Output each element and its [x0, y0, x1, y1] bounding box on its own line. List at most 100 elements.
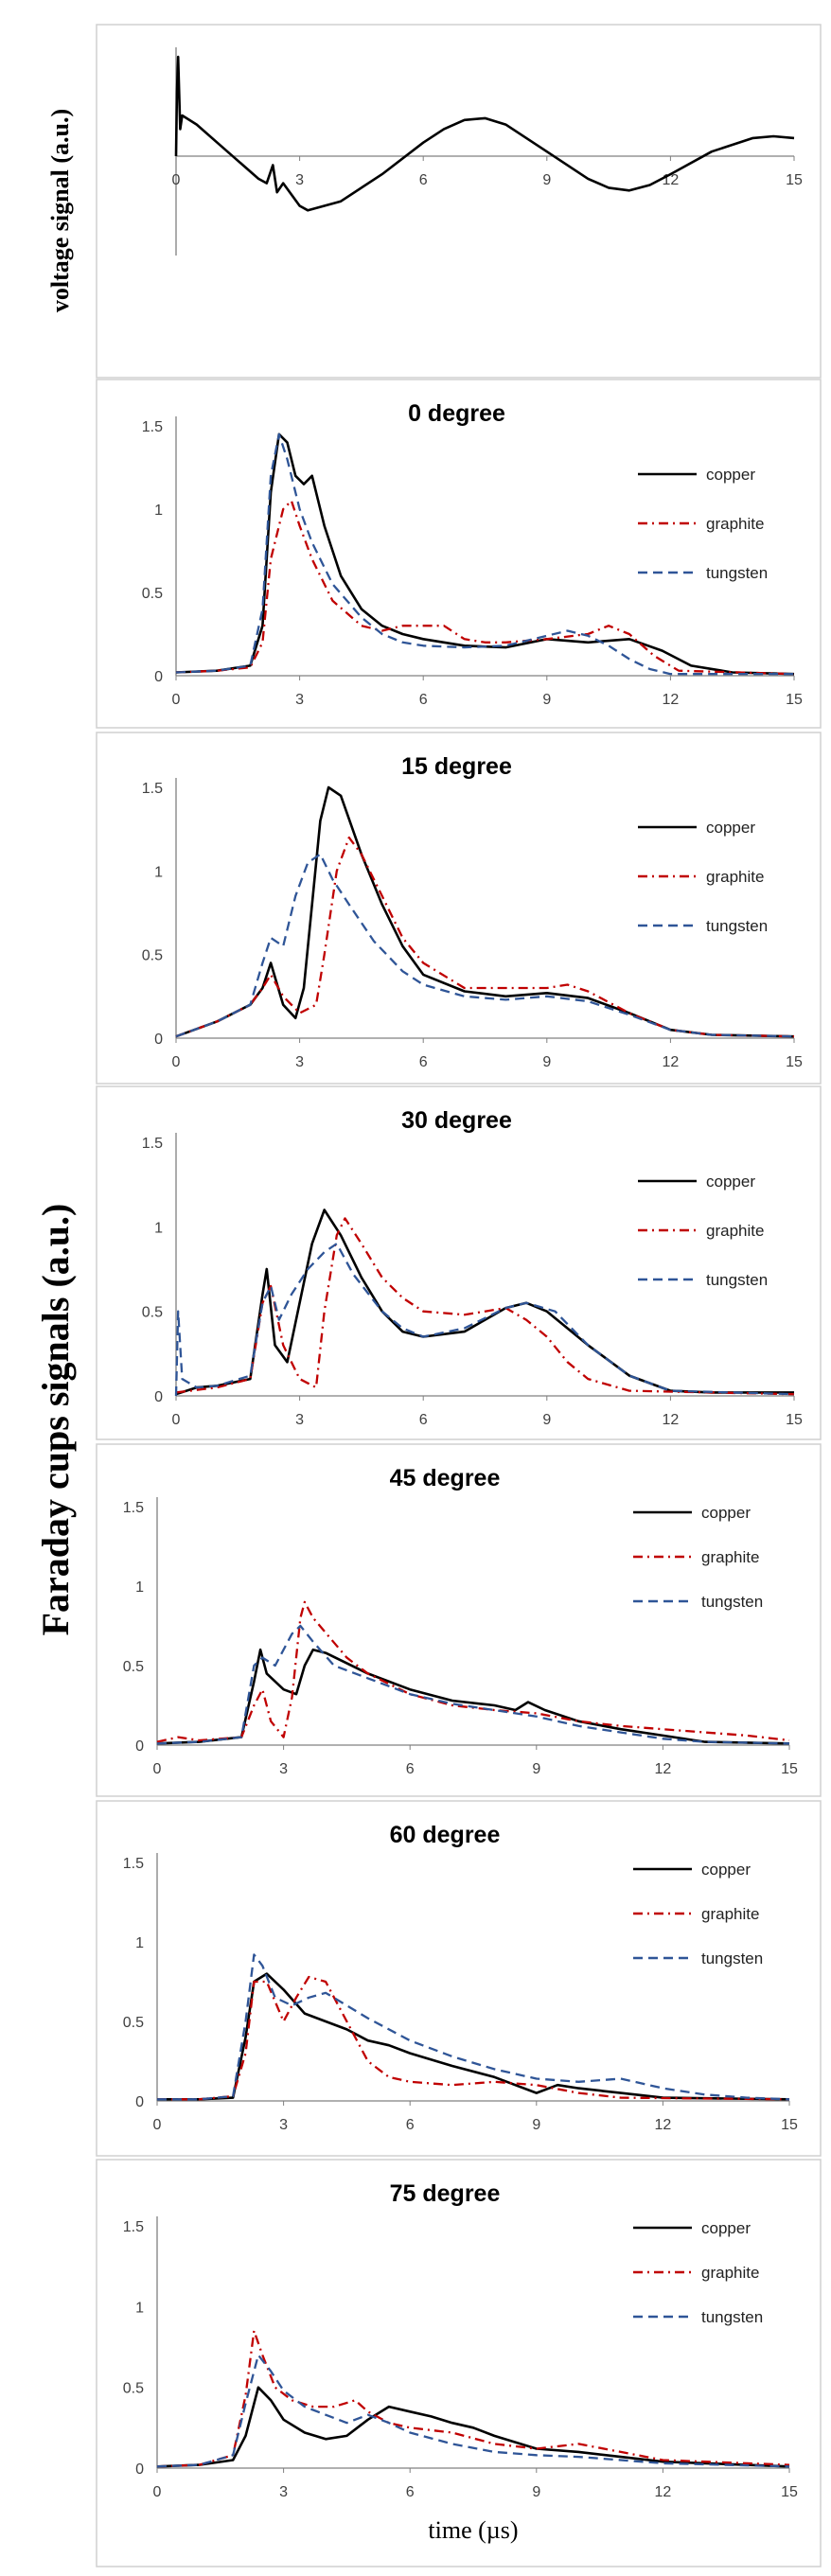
- y-tick-label: 0: [154, 1389, 163, 1405]
- y-tick-label: 1.5: [123, 1500, 144, 1516]
- x-tick-label: 15: [781, 1761, 798, 1777]
- legend-label-copper: copper: [701, 2219, 751, 2237]
- y-tick-label: 0: [135, 2461, 144, 2478]
- panel-frame: [96, 732, 822, 1085]
- legend-label-tungsten: tungsten: [706, 1271, 768, 1289]
- x-tick-label: 9: [532, 1761, 540, 1777]
- series-line-tungsten: [175, 853, 795, 1038]
- y-tick-label: 0: [135, 2094, 144, 2110]
- panel-title: 15 degree: [401, 753, 512, 780]
- x-tick-label: 12: [663, 1054, 680, 1070]
- x-tick-label: 3: [279, 2484, 288, 2500]
- y-tick-label: 1: [135, 1935, 144, 1951]
- panel-title: 60 degree: [390, 1822, 501, 1848]
- x-tick-label: 6: [406, 2117, 415, 2133]
- series-line-graphite: [157, 1975, 790, 2101]
- x-tick-label: 3: [279, 1761, 288, 1777]
- legend-label-copper: copper: [706, 1173, 755, 1191]
- x-tick-label: 9: [532, 2117, 540, 2133]
- series-line-graphite: [156, 1600, 790, 1743]
- panel-title: 75 degree: [390, 2180, 501, 2207]
- x-axis-label: time (µs): [428, 2516, 518, 2544]
- chart-panel-2: 0 3 6 9 12 15 0 0.5 1 1.5 15 degree copper graphite t…: [96, 732, 822, 1085]
- chart-panel-1: 0 3 6 9 12 15 0 0.5 1 1.5 0 degree copper graphite tu…: [96, 379, 822, 729]
- x-tick-label: 15: [786, 1412, 803, 1428]
- panel-stack: 0 3 6 9 12 15 voltage signal (a.u.) 0 3 6 9 12 15 0 0.…: [46, 24, 822, 2567]
- x-tick-label: 6: [406, 2484, 415, 2500]
- y-tick-label: 1.5: [123, 1856, 144, 1872]
- x-tick-label: 12: [655, 2117, 672, 2133]
- panel-title: 30 degree: [401, 1107, 512, 1134]
- legend-label-graphite: graphite: [701, 1905, 759, 1923]
- series-line-graphite: [175, 500, 795, 676]
- x-tick-label: 3: [295, 1412, 304, 1428]
- chart-panel-4: 0 3 6 9 12 15 0 0.5 1 1.5 45 degree copper graphite t…: [96, 1443, 822, 1797]
- legend-label-graphite: graphite: [706, 868, 764, 886]
- x-tick-label: 3: [295, 692, 304, 708]
- x-tick-label: 0: [172, 172, 181, 188]
- x-tick-label: 12: [655, 2484, 672, 2500]
- panel-frame: [96, 2159, 822, 2567]
- y-tick-label: 1.5: [142, 1136, 163, 1152]
- x-tick-label: 12: [663, 692, 680, 708]
- y-tick-label: 1: [135, 1579, 144, 1596]
- legend-label-tungsten: tungsten: [706, 917, 768, 935]
- panel-y-axis-label: voltage signal (a.u.): [46, 109, 74, 312]
- x-tick-label: 9: [542, 1412, 551, 1428]
- x-tick-label: 3: [295, 172, 304, 188]
- series-line-copper: [175, 785, 795, 1038]
- x-tick-label: 0: [153, 1761, 162, 1777]
- chart-panel-3: 0 3 6 9 12 15 0 0.5 1 1.5 30 degree copper graphite t…: [96, 1085, 822, 1440]
- x-tick-label: 15: [781, 2484, 798, 2500]
- x-tick-label: 0: [153, 2484, 162, 2500]
- panel-frame: [96, 1085, 822, 1440]
- x-tick-label: 6: [419, 1412, 428, 1428]
- x-tick-label: 3: [295, 1054, 304, 1070]
- y-tick-label: 0: [135, 1738, 144, 1755]
- legend-label-tungsten: tungsten: [701, 2308, 763, 2326]
- y-tick-label: 1.5: [142, 419, 163, 435]
- series-line-tungsten: [156, 2354, 790, 2468]
- legend-label-graphite: graphite: [706, 1222, 764, 1240]
- y-tick-label: 0.5: [142, 1305, 163, 1321]
- series-line-copper: [175, 1209, 794, 1396]
- x-tick-label: 15: [786, 1054, 803, 1070]
- series-line-tungsten: [174, 1243, 795, 1397]
- y-tick-label: 0.5: [123, 2015, 144, 2031]
- legend-label-tungsten: tungsten: [701, 1593, 763, 1611]
- series-line-graphite: [175, 836, 795, 1038]
- series-line-graphite: [175, 1217, 795, 1396]
- series-line-copper: [157, 1972, 790, 2101]
- y-tick-label: 1: [154, 864, 163, 880]
- x-tick-label: 6: [419, 1054, 428, 1070]
- panel-title: 45 degree: [390, 1465, 501, 1491]
- legend-label-tungsten: tungsten: [701, 1950, 763, 1967]
- y-tick-label: 1.5: [123, 2219, 144, 2235]
- series-line-graphite: [156, 2329, 790, 2468]
- figure-y-axis-label: Faraday cups signals (a.u.): [34, 1204, 77, 1636]
- legend-label-copper: copper: [706, 819, 755, 837]
- x-tick-label: 0: [153, 2117, 162, 2133]
- legend-label-tungsten: tungsten: [706, 564, 768, 582]
- x-tick-label: 15: [781, 2117, 798, 2133]
- x-tick-label: 0: [172, 1054, 181, 1070]
- x-tick-label: 0: [172, 692, 181, 708]
- x-tick-label: 3: [279, 2117, 288, 2133]
- legend-label-graphite: graphite: [701, 1548, 759, 1566]
- x-tick-label: 9: [532, 2484, 540, 2500]
- y-tick-label: 0.5: [123, 1659, 144, 1675]
- y-tick-label: 0.5: [142, 586, 163, 602]
- series-line-tungsten: [157, 1953, 790, 2101]
- series-line-tungsten: [175, 432, 794, 676]
- x-tick-label: 12: [655, 1761, 672, 1777]
- panel-title: 0 degree: [408, 400, 505, 427]
- y-tick-label: 1: [135, 2300, 144, 2316]
- panel-frame: [96, 24, 822, 379]
- chart-panel-6: 0 3 6 9 12 15 0 0.5 1 1.5 75 degree copper graphite t…: [96, 2159, 822, 2567]
- y-tick-label: 0: [154, 1032, 163, 1048]
- x-tick-label: 9: [542, 172, 551, 188]
- y-tick-label: 0.5: [142, 948, 163, 964]
- x-tick-label: 12: [663, 1412, 680, 1428]
